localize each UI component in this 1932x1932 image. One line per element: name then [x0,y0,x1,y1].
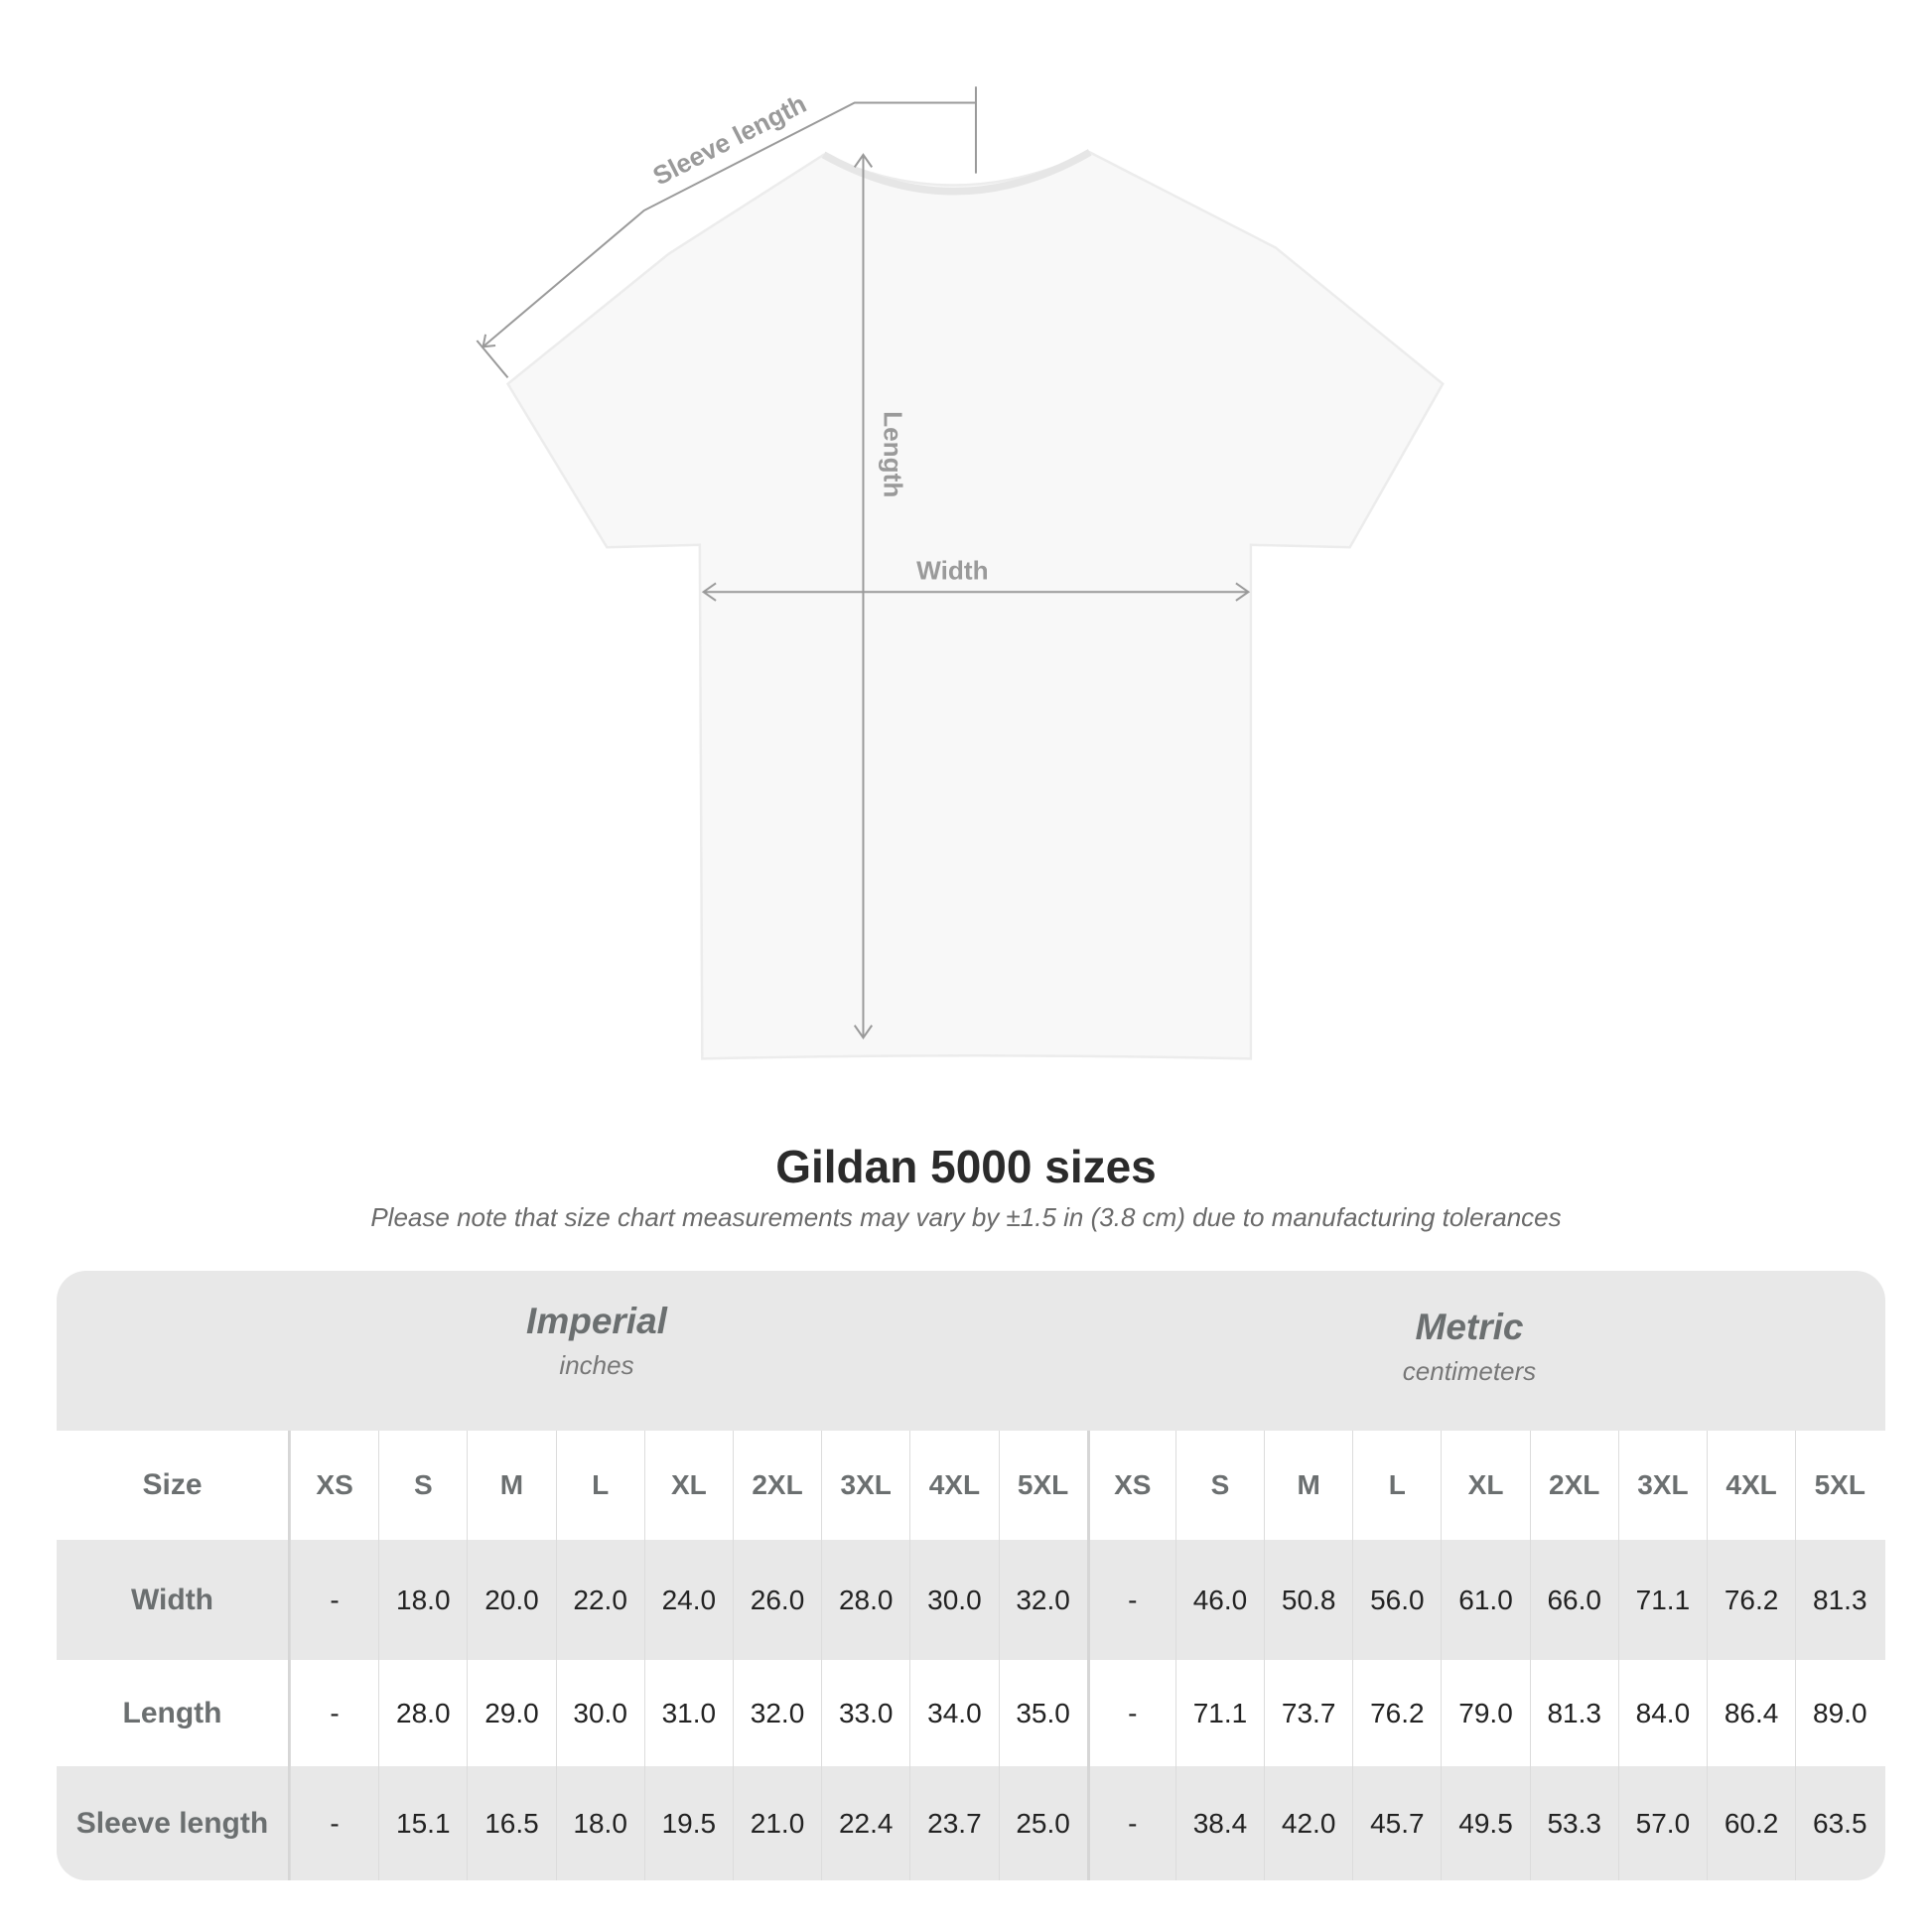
imperial-size-s: S [378,1431,467,1540]
metric-value-cell: 60.2 [1707,1766,1795,1880]
imperial-value-cell: 19.5 [643,1766,733,1880]
metric-size-s: S [1174,1431,1264,1540]
imperial-value-cell: 30.0 [555,1660,644,1766]
metric-size-4xl: 4XL [1707,1431,1795,1540]
imperial-label: Imperial [526,1301,667,1341]
metric-unit: centimeters [1402,1356,1537,1386]
metric-label: Metric [1415,1307,1524,1347]
metric-value-cell: - [1086,1766,1175,1880]
metric-value-cell: 73.7 [1264,1660,1352,1766]
imperial-value-cell: - [290,1540,378,1660]
row-label: Sleeve length [57,1766,290,1880]
metric-value-cell: 81.3 [1795,1540,1883,1660]
table-row: Sleeve length -15.1 16.5 18.0 19.5 21.0 22.4 23… [57,1766,1885,1880]
imperial-value-cell: 18.0 [555,1766,644,1880]
page-title: Gildan 5000 sizes [775,1141,1157,1192]
imperial-value-cell: 15.1 [378,1766,467,1880]
table-row: Length -28.0 29.0 30.0 31.0 32.0 33.0 34.0 35.0-… [57,1660,1885,1766]
sleeve-length-arrow [482,101,976,347]
metric-size-xl: XL [1441,1431,1529,1540]
metric-value-cell: 56.0 [1352,1540,1441,1660]
tshirt-diagram: Sleeve length Length Width [476,86,1445,1060]
metric-value-cell: 61.0 [1441,1540,1529,1660]
imperial-size-5xl: 5XL [998,1431,1087,1540]
imperial-value-cell: 35.0 [998,1660,1087,1766]
imperial-value-cell: 20.0 [467,1540,555,1660]
imperial-value-cell: 33.0 [821,1660,909,1766]
size-header-row: Size XS S M L XL 2XL 3XL 4XL 5XL XS S M L XL 2XL 3XL 4XL 5… [57,1431,1885,1540]
imperial-value-cell: 28.0 [821,1540,909,1660]
metric-value-cell: 84.0 [1617,1660,1707,1766]
metric-value-cell: 71.1 [1174,1660,1264,1766]
tolerance-note: Please note that size chart measurements… [370,1202,1562,1232]
imperial-size-3xl: 3XL [821,1431,909,1540]
imperial-unit: inches [559,1350,634,1380]
imperial-value-cell: 30.0 [909,1540,998,1660]
metric-value-cell: 86.4 [1707,1660,1795,1766]
sleeve-length-label: Sleeve length [648,88,811,191]
metric-size-2xl: 2XL [1529,1431,1618,1540]
imperial-size-xl: XL [643,1431,733,1540]
metric-value-cell: 76.2 [1352,1660,1441,1766]
imperial-size-l: L [555,1431,644,1540]
imperial-size-4xl: 4XL [909,1431,998,1540]
imperial-size-2xl: 2XL [732,1431,821,1540]
imperial-group-header: Imperial inches [249,1301,944,1381]
metric-value-cell: 50.8 [1264,1540,1352,1660]
size-table: Imperial inches Metric centimeters Size X… [57,1271,1885,1880]
imperial-size-xs: XS [290,1431,378,1540]
metric-value-cell: 63.5 [1795,1766,1883,1880]
imperial-value-cell: 25.0 [998,1766,1087,1880]
metric-size-3xl: 3XL [1617,1431,1707,1540]
imperial-value-cell: 16.5 [467,1766,555,1880]
imperial-value-cell: - [290,1660,378,1766]
imperial-value-cell: 31.0 [643,1660,733,1766]
imperial-value-cell: - [290,1766,378,1880]
metric-value-cell: 81.3 [1529,1660,1618,1766]
imperial-size-m: M [467,1431,555,1540]
width-label: Width [916,556,988,586]
metric-value-cell: - [1086,1660,1175,1766]
metric-value-cell: 89.0 [1795,1660,1883,1766]
metric-size-l: L [1352,1431,1441,1540]
metric-value-cell: 45.7 [1352,1766,1441,1880]
metric-value-cell: 53.3 [1529,1766,1618,1880]
row-label: Width [57,1540,290,1660]
imperial-value-cell: 32.0 [732,1660,821,1766]
length-label: Length [879,411,908,497]
tshirt-image [505,151,1445,1060]
metric-size-xs: XS [1086,1431,1175,1540]
row-label: Length [57,1660,290,1766]
imperial-value-cell: 34.0 [909,1660,998,1766]
metric-value-cell: 76.2 [1707,1540,1795,1660]
imperial-value-cell: 32.0 [998,1540,1087,1660]
imperial-value-cell: 22.4 [821,1766,909,1880]
metric-size-m: M [1264,1431,1352,1540]
metric-group-header: Metric centimeters [1122,1307,1817,1387]
imperial-value-cell: 22.0 [555,1540,644,1660]
imperial-value-cell: 26.0 [732,1540,821,1660]
metric-size-5xl: 5XL [1795,1431,1883,1540]
table-row: Width -18.0 20.0 22.0 24.0 26.0 28.0 30.0 32.0-4… [57,1540,1885,1660]
imperial-value-cell: 23.7 [909,1766,998,1880]
metric-value-cell: 46.0 [1174,1540,1264,1660]
metric-value-cell: 57.0 [1617,1766,1707,1880]
imperial-value-cell: 29.0 [467,1660,555,1766]
metric-value-cell: - [1086,1540,1175,1660]
imperial-value-cell: 28.0 [378,1660,467,1766]
metric-value-cell: 66.0 [1529,1540,1618,1660]
size-column-header: Size [57,1431,290,1540]
metric-value-cell: 49.5 [1441,1766,1529,1880]
metric-value-cell: 79.0 [1441,1660,1529,1766]
metric-value-cell: 71.1 [1617,1540,1707,1660]
imperial-value-cell: 24.0 [643,1540,733,1660]
imperial-value-cell: 21.0 [732,1766,821,1880]
imperial-value-cell: 18.0 [378,1540,467,1660]
metric-value-cell: 38.4 [1174,1766,1264,1880]
metric-value-cell: 42.0 [1264,1766,1352,1880]
